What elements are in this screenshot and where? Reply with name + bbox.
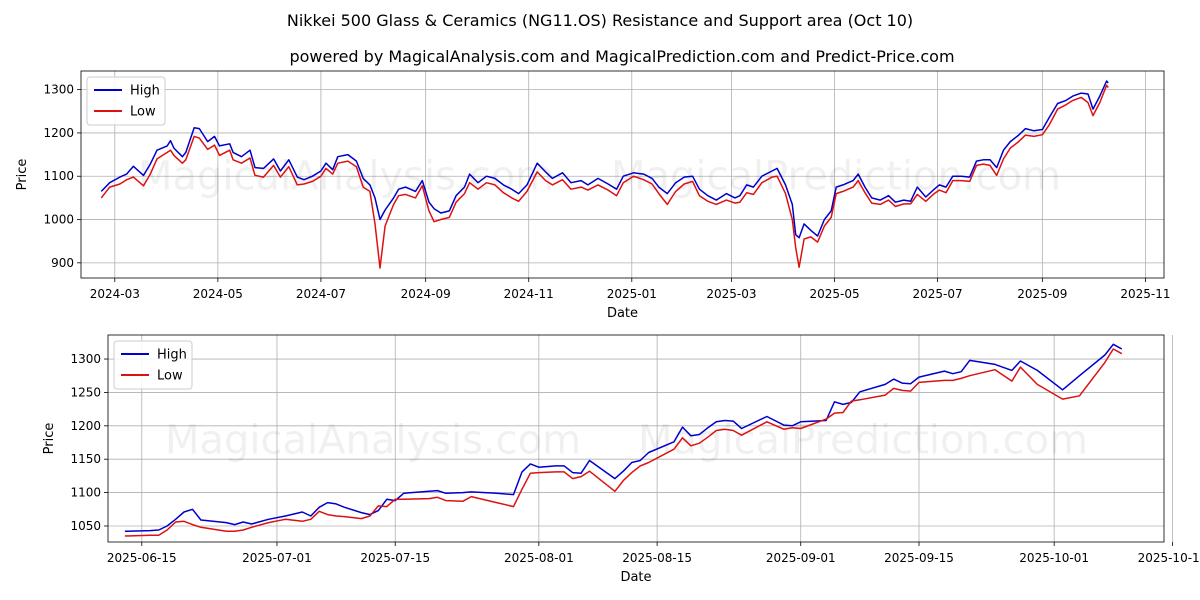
watermark-text: MagicalPrediction.com [611, 154, 1061, 200]
y-tick-label: 1000 [43, 213, 74, 227]
x-tick-label: 2025-08-15 [622, 551, 692, 565]
y-axis-label: Price [42, 423, 57, 455]
chart-title: Nikkei 500 Glass & Ceramics (NG11.OS) Re… [287, 11, 913, 30]
bottom-chart-panel: 2025-06-15 2025-07-01 2025-07-15 2025-08-01… [42, 334, 1200, 585]
x-axis-label: Date [620, 570, 651, 585]
x-tick-label: 2025-11 [1120, 287, 1170, 301]
y-tick-label: 900 [51, 256, 74, 270]
x-tick-label: 2025-01 [607, 287, 657, 301]
x-axis-label: Date [607, 306, 638, 321]
x-tick-label: 2025-03 [706, 287, 756, 301]
legend-label-low: Low [130, 105, 156, 120]
series-line-high [100, 80, 1109, 239]
watermark-text: MagicalAnalysis.com [165, 418, 581, 464]
legend-label-high: High [157, 348, 187, 363]
x-tick-label: 2024-05 [193, 287, 243, 301]
plot-frame [107, 334, 1165, 543]
x-tick-label: 2025-09-15 [884, 551, 954, 565]
legend-label-high: High [130, 84, 160, 99]
watermark-text: MagicalAnalysis.com [138, 154, 554, 200]
series-line-high [124, 343, 1123, 533]
x-tick-label: 2025-06-15 [107, 551, 177, 565]
y-tick-label: 1150 [70, 452, 101, 466]
x-tick-label: 2024-09 [401, 287, 451, 301]
y-tick-label: 1100 [43, 169, 74, 183]
plot-frame [80, 70, 1165, 279]
y-tick-label: 1200 [70, 419, 101, 433]
x-tick-label: 2025-10-15 [1138, 551, 1200, 565]
y-tick-label: 1250 [70, 385, 101, 399]
y-axis-label: Price [15, 159, 30, 191]
x-tick-label: 2024-07 [296, 287, 346, 301]
y-tick-label: 1100 [70, 486, 101, 500]
x-tick-label: 2025-09 [1017, 287, 1067, 301]
plot-area [108, 335, 1164, 542]
y-tick-label: 1300 [70, 352, 101, 366]
plot-area [81, 71, 1164, 278]
y-tick-label: 1200 [43, 126, 74, 140]
x-tick-label: 2024-11 [504, 287, 554, 301]
y-tick-label: 1300 [43, 83, 74, 97]
x-tick-label: 2025-05 [809, 287, 859, 301]
chart-subtitle: powered by MagicalAnalysis.com and Magic… [289, 47, 954, 66]
x-tick-label: 2025-09-01 [766, 551, 836, 565]
y-tick-label: 1050 [70, 519, 101, 533]
top-chart-panel: 2024-03 2024-05 2024-07 2024-09 2024-11 2025-… [15, 70, 1170, 321]
x-tick-label: 2025-10-01 [1019, 551, 1089, 565]
x-tick-label: 2025-08-01 [504, 551, 574, 565]
x-tick-label: 2025-07-01 [242, 551, 312, 565]
legend-label-low: Low [157, 369, 183, 384]
x-tick-label: 2025-07 [913, 287, 963, 301]
series-line-low [124, 348, 1123, 537]
series-line-low [100, 84, 1109, 269]
x-tick-label: 2025-07-15 [360, 551, 430, 565]
x-tick-label: 2024-03 [90, 287, 140, 301]
watermark-text: MagicalPrediction.com [638, 418, 1088, 464]
